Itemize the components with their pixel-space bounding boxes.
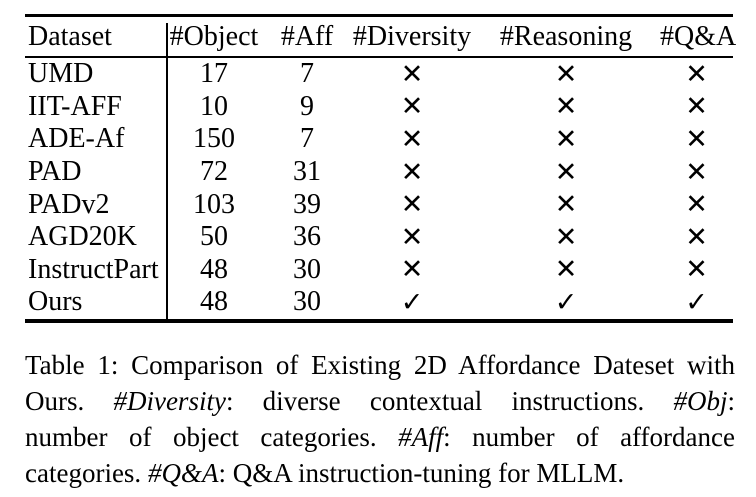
- table-header-rule: [25, 56, 733, 58]
- cross-icon: ✕: [685, 58, 708, 90]
- caption-math-term: #Q&A: [147, 458, 219, 488]
- cross-icon: ✕: [400, 91, 424, 123]
- caption-text: : Q&A instruction-tuning for MLLM.: [218, 458, 625, 488]
- caption-text: categories.: [25, 458, 148, 488]
- cross-icon: ✕: [400, 156, 424, 188]
- cross-icon: ✕: [685, 91, 708, 123]
- aff-count: 39: [293, 188, 321, 220]
- dataset-name: UMD: [28, 58, 94, 90]
- cross-icon: ✕: [400, 254, 424, 286]
- table-top-rule: [25, 14, 733, 17]
- table-row: UMD 17 7 ✕ ✕ ✕: [25, 58, 733, 91]
- caption-text: Table 1: Comparison of Existing 2D Affor…: [25, 350, 735, 380]
- aff-count: 30: [293, 286, 321, 318]
- object-count: 48: [200, 253, 228, 285]
- cross-icon: ✕: [400, 221, 424, 253]
- column-header-diversity: #Diversity: [352, 20, 472, 52]
- cross-icon: ✕: [554, 58, 578, 90]
- table-row-ours: Ours 48 30 ✓ ✓ ✓: [25, 286, 733, 319]
- check-icon: ✓: [685, 286, 708, 318]
- caption-text: : number of affordance: [443, 422, 735, 452]
- column-header-object: #Object: [169, 20, 259, 52]
- cross-icon: ✕: [400, 189, 424, 221]
- cross-icon: ✕: [400, 123, 424, 155]
- caption-line-4: categories. #Q&A: Q&A instruction-tuning…: [25, 455, 735, 491]
- caption-line-2: Ours. #Diversity: diverse contextual ins…: [25, 383, 735, 419]
- dataset-name: PADv2: [28, 188, 110, 220]
- table-row: PAD 72 31 ✕ ✕ ✕: [25, 156, 733, 189]
- caption-text: Ours.: [25, 386, 114, 416]
- aff-count: 7: [300, 58, 314, 90]
- dataset-name: InstructPart: [28, 253, 159, 285]
- aff-count: 30: [293, 253, 321, 285]
- object-count: 103: [193, 188, 235, 220]
- caption-text: number of object categories.: [25, 422, 399, 452]
- caption-text: : diverse contextual instructions.: [225, 386, 674, 416]
- column-header-qa: #Q&A: [660, 20, 737, 52]
- comparison-table: Dataset #Object #Aff #Diversity #Reasoni…: [25, 14, 737, 323]
- cross-icon: ✕: [685, 156, 708, 188]
- cross-icon: ✕: [554, 123, 578, 155]
- cross-icon: ✕: [685, 254, 708, 286]
- object-count: 48: [200, 286, 228, 318]
- caption-text: :: [727, 386, 736, 416]
- cross-icon: ✕: [554, 91, 578, 123]
- caption-math-term: #Obj: [673, 386, 728, 416]
- dataset-name: ADE-Af: [28, 123, 125, 155]
- object-count: 150: [193, 123, 235, 155]
- cross-icon: ✕: [554, 221, 578, 253]
- aff-count: 36: [293, 221, 321, 253]
- check-icon: ✓: [400, 286, 424, 318]
- table-header-row: Dataset #Object #Aff #Diversity #Reasoni…: [25, 17, 737, 56]
- table-row: AGD20K 50 36 ✕ ✕ ✕: [25, 221, 733, 254]
- cross-icon: ✕: [400, 58, 424, 90]
- cross-icon: ✕: [685, 123, 708, 155]
- caption-line-1: Table 1: Comparison of Existing 2D Affor…: [25, 347, 735, 383]
- table-row: ADE-Af 150 7 ✕ ✕ ✕: [25, 123, 733, 156]
- column-header-dataset: Dataset: [28, 20, 112, 52]
- dataset-name: Ours: [28, 286, 83, 318]
- cross-icon: ✕: [685, 221, 708, 253]
- dataset-name: PAD: [28, 156, 82, 188]
- dataset-name: AGD20K: [28, 221, 137, 253]
- object-count: 72: [200, 156, 228, 188]
- caption-math-term: #Diversity: [113, 386, 226, 416]
- cross-icon: ✕: [685, 189, 708, 221]
- object-count: 50: [200, 221, 228, 253]
- dataset-name: IIT-AFF: [28, 90, 122, 122]
- object-count: 17: [200, 58, 228, 90]
- table-caption: Table 1: Comparison of Existing 2D Affor…: [25, 347, 735, 491]
- column-header-aff: #Aff: [280, 20, 334, 52]
- aff-count: 7: [300, 123, 314, 155]
- aff-count: 9: [300, 90, 314, 122]
- column-header-reasoning: #Reasoning: [499, 20, 633, 52]
- caption-line-3: number of object categories. #Aff: numbe…: [25, 419, 735, 455]
- cross-icon: ✕: [554, 156, 578, 188]
- table-row: PADv2 103 39 ✕ ✕ ✕: [25, 188, 733, 221]
- object-count: 10: [200, 90, 228, 122]
- table-row: IIT-AFF 10 9 ✕ ✕ ✕: [25, 91, 733, 124]
- aff-count: 31: [293, 156, 321, 188]
- cross-icon: ✕: [554, 189, 578, 221]
- cross-icon: ✕: [554, 254, 578, 286]
- check-icon: ✓: [554, 286, 578, 318]
- caption-math-term: #Aff: [398, 422, 444, 452]
- table-bottom-rule: [25, 318, 733, 323]
- table-column-divider: [166, 23, 168, 319]
- table-row: InstructPart 48 30 ✕ ✕ ✕: [25, 254, 733, 287]
